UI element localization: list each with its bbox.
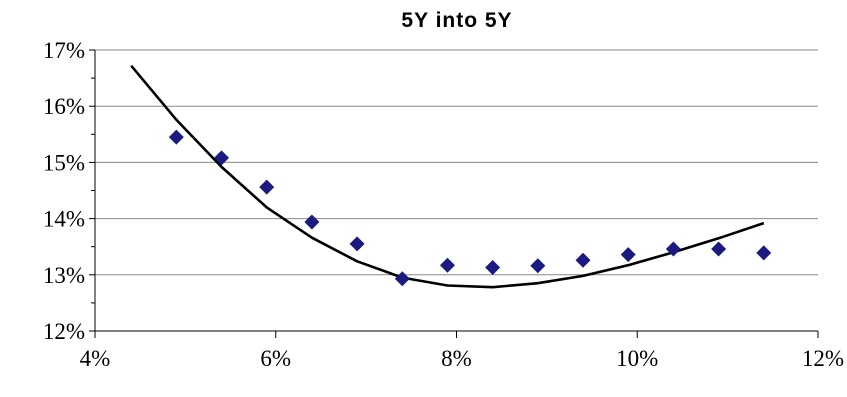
fitted-curve (130, 64, 765, 289)
series-line (130, 64, 765, 289)
y-tick-label: 14% (43, 207, 85, 232)
y-tick-label: 13% (43, 263, 85, 288)
data-point (349, 236, 365, 252)
data-point (665, 241, 681, 257)
data-point (756, 245, 772, 261)
data-point (168, 129, 184, 145)
axes (89, 49, 819, 338)
y-tick-label: 15% (43, 150, 85, 175)
data-points (168, 129, 772, 287)
tick-labels: 12% 13% 14% 15% 16% 17% 4% 6% 8% 10% 12% (43, 38, 844, 371)
y-tick-label: 16% (43, 94, 85, 119)
data-point (620, 247, 636, 263)
data-point (485, 259, 501, 275)
x-tick-label: 12% (802, 346, 844, 371)
data-point (711, 241, 727, 257)
data-point (439, 257, 455, 273)
x-tick-label: 6% (260, 346, 291, 371)
y-tick-label: 17% (43, 38, 85, 63)
chart-title: 5Y into 5Y (401, 9, 512, 32)
x-tick-label: 4% (80, 346, 111, 371)
data-point (394, 271, 410, 287)
data-point (259, 179, 275, 195)
y-tick-label: 12% (43, 319, 85, 344)
x-tick-label: 8% (441, 346, 472, 371)
data-point (304, 214, 320, 230)
data-point (575, 252, 591, 268)
data-point (530, 258, 546, 274)
x-tick-label: 10% (616, 346, 658, 371)
data-point (214, 150, 230, 166)
